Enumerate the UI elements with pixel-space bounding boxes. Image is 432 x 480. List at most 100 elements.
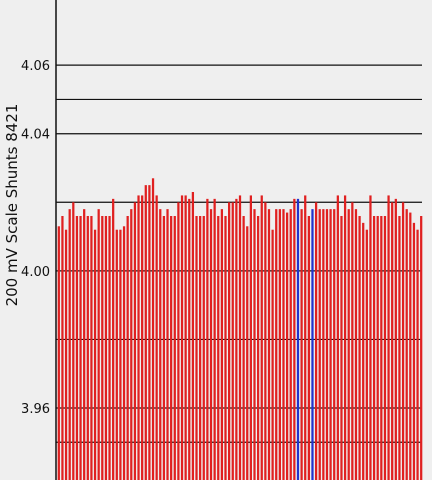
- bar: [97, 209, 100, 480]
- bar: [354, 209, 358, 480]
- bar: [278, 209, 281, 480]
- bar: [253, 209, 256, 480]
- bar: [391, 202, 394, 480]
- bar: [133, 202, 137, 480]
- bar: [83, 209, 86, 480]
- bar: [170, 216, 173, 480]
- bars: [57, 178, 423, 480]
- bar: [162, 216, 166, 480]
- bar: [376, 216, 379, 480]
- bar: [285, 212, 289, 480]
- bar: [184, 195, 187, 480]
- bar: [340, 216, 343, 480]
- bar: [72, 202, 75, 480]
- bar: [119, 229, 122, 480]
- y-tick-label: 4.04: [21, 128, 50, 143]
- bar: [369, 195, 372, 480]
- bar: [104, 216, 108, 480]
- bar: [195, 216, 198, 480]
- bar-highlighted: [296, 198, 300, 480]
- bar: [264, 202, 267, 480]
- bar: [257, 216, 260, 480]
- bar: [224, 216, 227, 480]
- bar: [401, 202, 405, 480]
- bar: [336, 195, 339, 480]
- bar: [101, 216, 104, 480]
- bar: [387, 195, 390, 480]
- bar: [409, 212, 412, 480]
- bar: [213, 198, 216, 480]
- bar: [75, 216, 79, 480]
- bar: [372, 216, 376, 480]
- bar: [61, 216, 64, 480]
- bar: [137, 195, 140, 480]
- bar: [130, 209, 133, 480]
- y-axis-title: 200 mV Scale Shunts 8421: [3, 104, 21, 307]
- bar: [148, 185, 151, 480]
- bar: [108, 216, 111, 480]
- bar: [159, 209, 162, 480]
- bar: [126, 216, 129, 480]
- bar: [267, 209, 271, 480]
- bar: [90, 216, 93, 480]
- bar: [307, 216, 310, 480]
- bar: [362, 222, 365, 480]
- bar: [231, 202, 234, 480]
- bar: [217, 216, 220, 480]
- bar: [151, 178, 155, 480]
- bar: [93, 229, 97, 480]
- bar: [383, 216, 387, 480]
- bar: [115, 229, 118, 480]
- y-tick-label: 3.96: [21, 402, 50, 417]
- bar: [365, 229, 368, 480]
- bar: [155, 195, 158, 480]
- bar: [322, 209, 325, 480]
- bar: [68, 209, 71, 480]
- bar: [380, 216, 383, 480]
- bar: [249, 195, 252, 480]
- bar: [343, 195, 347, 480]
- bar: [416, 229, 419, 480]
- bar: [246, 226, 249, 480]
- y-axis: 4.06 4.04 4.00 3.96: [21, 0, 57, 480]
- bar: [394, 198, 397, 480]
- bar: [405, 209, 408, 480]
- bar: [333, 209, 336, 480]
- bar: [228, 202, 231, 480]
- bar: [180, 195, 184, 480]
- bar: [347, 209, 350, 480]
- bar: [177, 202, 180, 480]
- bar: [304, 195, 307, 480]
- bar: [412, 222, 416, 480]
- bar: [86, 216, 89, 480]
- bar: [289, 209, 292, 480]
- bar: [173, 216, 176, 480]
- bar: [144, 185, 147, 480]
- y-tick-label: 4.06: [21, 59, 50, 74]
- bar: [141, 195, 144, 480]
- bar: [238, 195, 242, 480]
- bar-highlighted: [311, 209, 314, 480]
- bar: [206, 198, 209, 480]
- bar: [191, 192, 195, 480]
- bar: [166, 209, 169, 480]
- bar: [202, 216, 205, 480]
- bar: [242, 216, 245, 480]
- bar: [293, 198, 296, 480]
- bar: [325, 209, 329, 480]
- bar: [220, 209, 224, 480]
- bar: [199, 216, 202, 480]
- bar: [209, 209, 213, 480]
- bar: [235, 198, 238, 480]
- bar: [122, 226, 126, 480]
- bar: [351, 202, 354, 480]
- bar: [358, 216, 361, 480]
- bar: [282, 209, 285, 480]
- bar: [300, 209, 303, 480]
- bar: [314, 202, 318, 480]
- bar: [420, 216, 423, 480]
- bar: [57, 226, 60, 480]
- bar: [271, 229, 274, 480]
